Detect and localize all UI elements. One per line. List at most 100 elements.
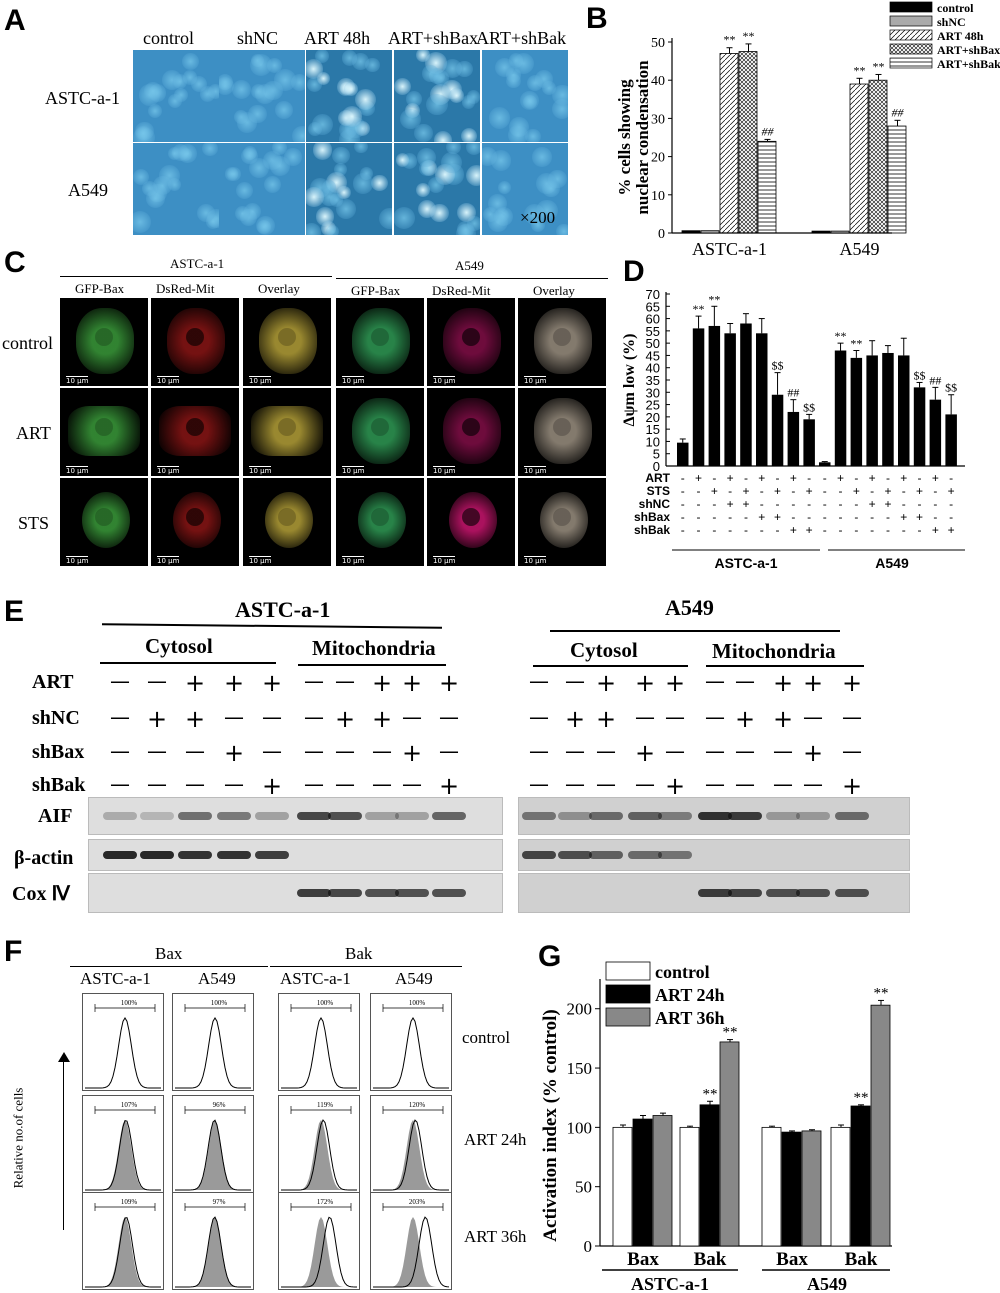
y-tick-label: 40: [646, 361, 660, 376]
cell-body: [82, 492, 130, 548]
sign: -: [902, 484, 906, 498]
sign: +: [884, 497, 891, 511]
sample-curve: [85, 1119, 162, 1191]
sample-curve: [373, 1119, 450, 1191]
channel-label-3: GFP-Bax: [351, 283, 401, 298]
sign-cell: —: [842, 739, 862, 763]
sign: -: [760, 484, 764, 498]
group-label-1: Bak: [345, 944, 373, 963]
cell-nucleus: [462, 328, 480, 346]
sign-cell: —: [304, 669, 324, 693]
y-tick-label: 0: [584, 1237, 593, 1256]
nucleus: [417, 148, 437, 168]
sign: +: [758, 510, 765, 524]
cell-body: [251, 406, 323, 456]
sign: +: [790, 523, 797, 537]
y-tick-label: 50: [575, 1178, 592, 1197]
band: [365, 889, 399, 897]
legend-label: control: [937, 1, 974, 15]
cell-label-0: ASTC-a-1: [80, 969, 151, 988]
nucleus: [497, 180, 512, 195]
sign: -: [823, 484, 827, 498]
sign: -: [823, 523, 827, 537]
x-category-label: Bax: [776, 1249, 808, 1270]
nucleus: [536, 199, 558, 222]
micrograph-a-0-0: [133, 50, 219, 142]
histogram-1-3: 120%: [370, 1095, 452, 1193]
bar-shnc: [700, 230, 720, 234]
bar-art-36h: [801, 1130, 822, 1247]
sign-cell: —: [773, 772, 793, 796]
nucleus: [181, 52, 200, 71]
micrograph-c-0-0: 10 μm: [60, 298, 148, 386]
channel-label-0: GFP-Bax: [75, 281, 125, 296]
nucleus: [344, 82, 359, 97]
sig-mark: **: [708, 292, 720, 306]
cell-nucleus: [371, 418, 389, 436]
sign-cell: —: [635, 772, 655, 796]
scale-bar: [66, 556, 88, 557]
nucleus: [312, 143, 333, 160]
micrograph-c-2-2: 10 μm: [243, 478, 331, 566]
sign: +: [806, 484, 813, 498]
band: [628, 851, 662, 859]
bar-d: [913, 387, 926, 466]
sign-cell: —: [565, 739, 585, 763]
sig-mark: **: [835, 329, 847, 343]
band: [766, 812, 800, 820]
sign: -: [933, 484, 937, 498]
histogram-2-3: 203%: [370, 1192, 452, 1290]
sign: -: [918, 497, 922, 511]
nucleus: [531, 218, 545, 232]
bar-d: [945, 414, 957, 466]
sign: +: [869, 497, 876, 511]
nucleus: [248, 158, 269, 179]
gate-percent: 203%: [409, 1198, 426, 1206]
band: [766, 889, 800, 897]
scale-label: 10 μm: [66, 467, 89, 475]
sign-cell: —: [803, 705, 823, 729]
sign-cell: +: [402, 669, 423, 697]
bar-d: [677, 442, 689, 466]
nucleus: [456, 203, 476, 223]
nucleus: [508, 125, 528, 142]
legend-label: ART 48h: [937, 29, 984, 43]
blot-0-0: [88, 797, 503, 835]
x-category-label: Bak: [845, 1249, 878, 1270]
panel-label-e: E: [4, 595, 25, 628]
sign: -: [886, 523, 890, 537]
band: [796, 889, 830, 897]
sample-curve: [85, 1217, 162, 1288]
group-label-1: A549: [455, 258, 484, 273]
fraction-1-0: Cytosol: [570, 638, 638, 662]
band: [395, 812, 429, 820]
nucleus: [448, 88, 464, 104]
row-label: shBak: [634, 523, 670, 537]
nucleus: [371, 174, 388, 192]
control-fill: [85, 1120, 161, 1190]
sign: -: [823, 497, 827, 511]
sig-hash: ##: [892, 105, 905, 119]
scale-bar: [249, 556, 271, 557]
group-line-0: [60, 276, 332, 277]
sign: +: [853, 484, 860, 498]
treatment-label-0: ART: [32, 671, 74, 693]
group-title-1: A549: [665, 595, 714, 620]
fraction-line: [706, 665, 864, 667]
bar-d: [771, 394, 784, 466]
scale-label: 10 μm: [249, 377, 272, 385]
scale-label: 10 μm: [66, 377, 89, 385]
sign-cell: +: [439, 669, 460, 697]
histogram-plot: 100%: [85, 999, 161, 1089]
nucleus: [135, 125, 151, 141]
nucleus: [256, 215, 276, 235]
treatment-label-2: shBax: [32, 741, 85, 763]
sign-cell: +: [439, 772, 460, 800]
cell-nucleus: [278, 328, 296, 346]
sign: -: [776, 497, 780, 511]
micrograph-c-2-1: 10 μm: [151, 478, 239, 566]
micrograph-c-2-4: 10 μm: [427, 478, 515, 566]
sign: -: [807, 497, 811, 511]
gate-percent: 120%: [409, 1101, 426, 1109]
sign-cell: —: [262, 705, 282, 729]
